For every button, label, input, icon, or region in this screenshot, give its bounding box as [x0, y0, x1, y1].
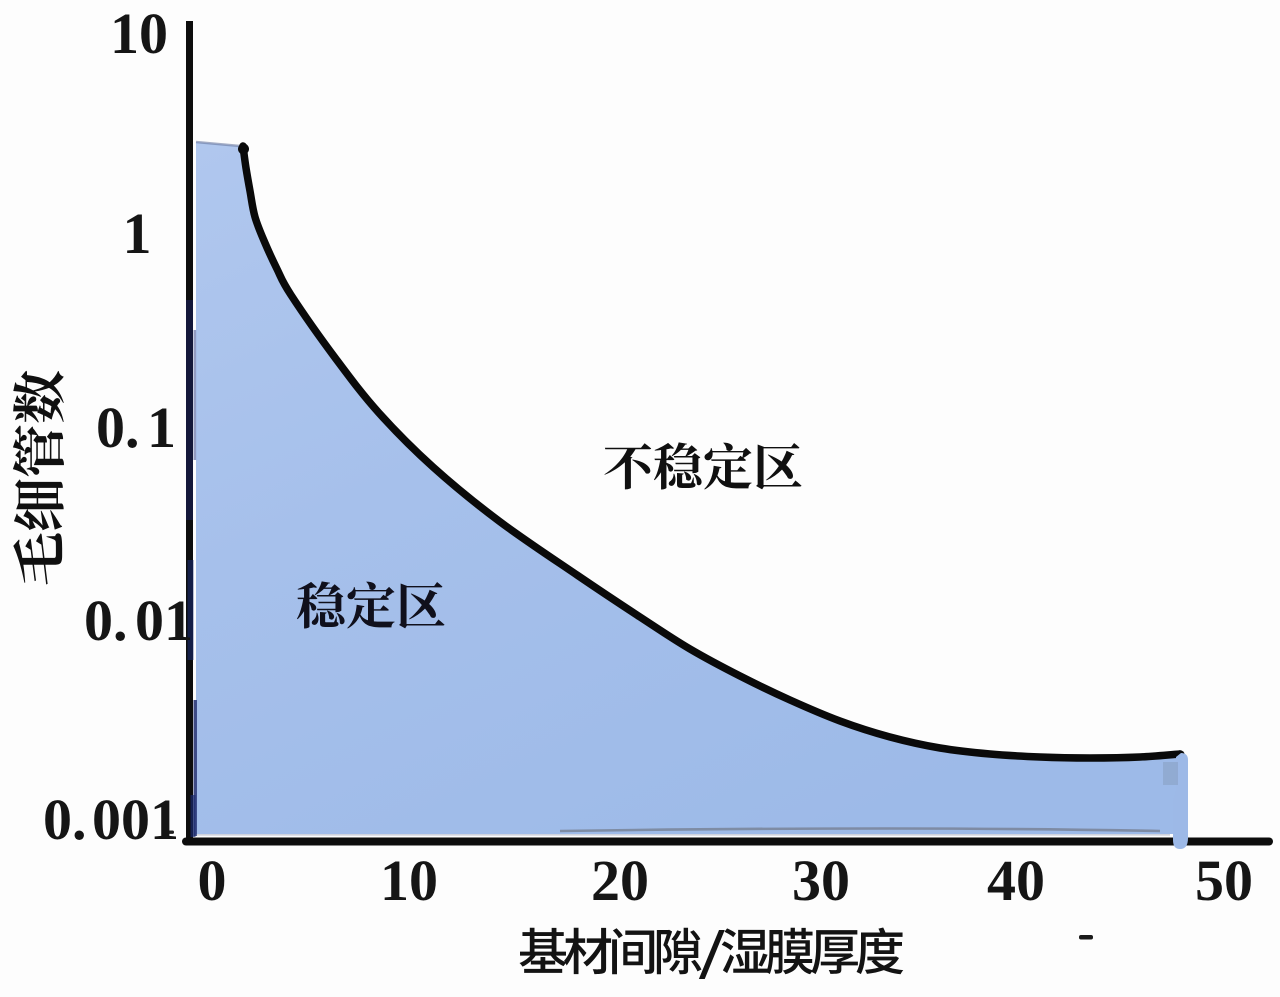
svg-text:0.: 0.: [96, 395, 140, 460]
svg-text:30: 30: [792, 848, 850, 913]
svg-text:0.: 0.: [84, 588, 128, 653]
svg-text:1: 1: [147, 395, 176, 460]
svg-text:0: 0: [198, 848, 227, 913]
svg-text:10: 10: [110, 1, 168, 66]
svg-text:20: 20: [591, 848, 649, 913]
svg-text:1: 1: [123, 201, 152, 266]
svg-text:01: 01: [135, 588, 193, 653]
svg-text:0.: 0.: [43, 787, 87, 852]
svg-text:40: 40: [987, 848, 1045, 913]
svg-text:10: 10: [380, 848, 438, 913]
svg-text:50: 50: [1195, 848, 1253, 913]
svg-text:001: 001: [92, 787, 179, 852]
